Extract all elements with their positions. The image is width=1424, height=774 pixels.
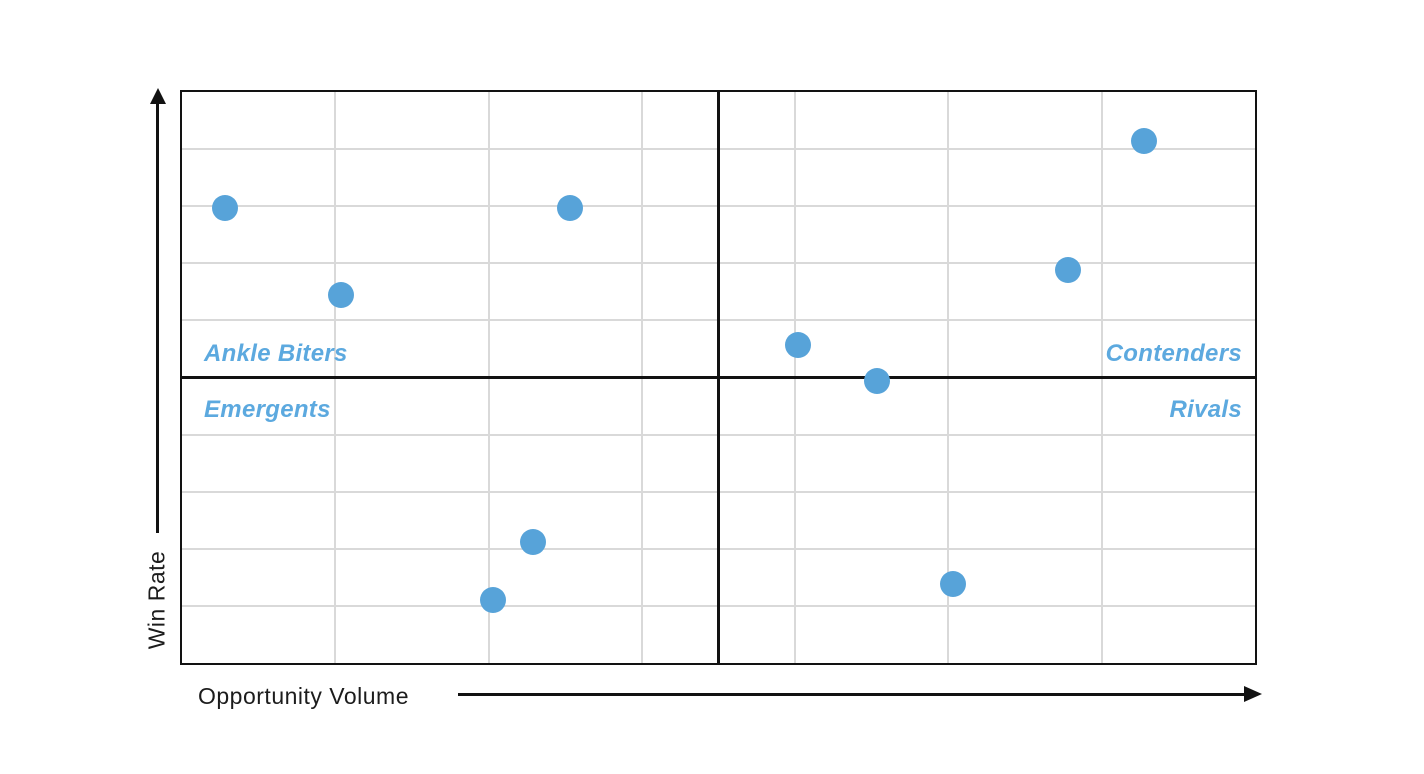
- plot-area: Ankle Biters Contenders Emergents Rivals: [180, 90, 1257, 665]
- y-axis-line: [156, 100, 159, 533]
- quadrant-label-contenders: Contenders: [1105, 340, 1242, 367]
- x-axis-line: [458, 693, 1246, 696]
- data-point: [480, 586, 507, 613]
- quadrant-label-ankle-biters: Ankle Biters: [204, 340, 348, 367]
- x-axis-arrowhead-icon: [1244, 686, 1262, 702]
- y-axis-arrowhead-icon: [150, 88, 166, 104]
- data-point: [1055, 256, 1082, 283]
- data-point: [557, 194, 584, 221]
- quadrant-divider-horizontal: [182, 376, 1255, 379]
- data-point: [784, 331, 811, 358]
- data-point: [327, 281, 354, 308]
- data-point: [519, 528, 546, 555]
- y-axis-label: Win Rate: [143, 550, 170, 650]
- data-point: [1131, 127, 1158, 154]
- x-axis-label: Opportunity Volume: [198, 683, 410, 709]
- quadrant-label-rivals: Rivals: [1169, 396, 1242, 423]
- data-point: [940, 570, 967, 597]
- data-point: [864, 367, 891, 394]
- data-point: [211, 194, 238, 221]
- quadrant-label-emergents: Emergents: [204, 396, 331, 423]
